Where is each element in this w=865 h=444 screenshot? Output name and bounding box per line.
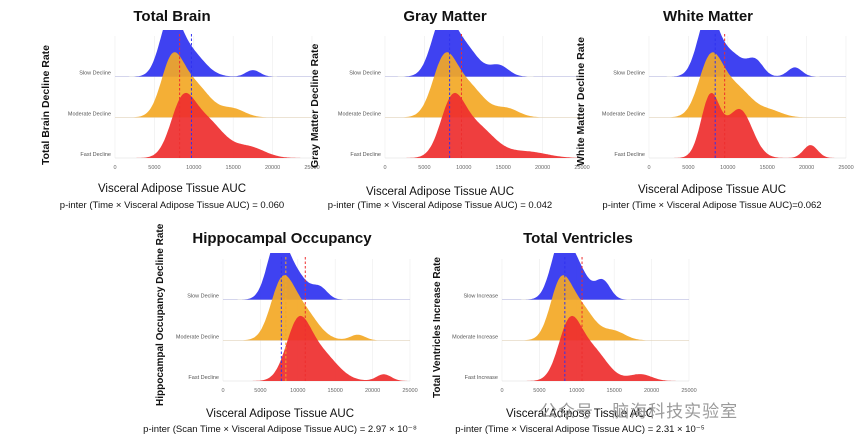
x-tick-label: 0	[500, 388, 503, 394]
density-ridge-2	[502, 275, 689, 341]
watermark: 公众号 · 脑海科技实验室	[540, 402, 739, 421]
y-axis-label: Hippocampal Occupancy Decline Rate	[155, 223, 166, 406]
density-ridge-1	[649, 30, 846, 77]
density-ridge-3	[502, 315, 689, 381]
p-interaction-text: p-inter (Time × Visceral Adipose Tissue …	[59, 200, 285, 211]
y-axis-label: Total Brain Decline Rate	[40, 44, 52, 165]
category-label: Moderate Decline	[176, 334, 219, 340]
chart-title: Total Ventricles	[523, 230, 633, 247]
x-axis-label: Visceral Adipose Tissue AUC	[365, 186, 515, 198]
x-tick-label: 20000	[799, 165, 814, 171]
density-ridge-2	[385, 52, 582, 118]
density-ridge-1	[385, 30, 582, 77]
x-tick-label: 25000	[681, 388, 696, 394]
x-tick-label: 15000	[496, 165, 511, 171]
category-label: Fast Increase	[465, 375, 498, 381]
category-label: Slow Decline	[349, 71, 381, 77]
category-label: Slow Decline	[613, 71, 645, 77]
y-axis-label: Total Ventricles Increase Rate	[432, 257, 443, 398]
category-label: Fast Decline	[350, 152, 381, 158]
density-ridge-3	[115, 92, 312, 158]
ridgeline-plot: 0 5000 10000 15000 20000 25000 Slow Decline Mod…	[68, 30, 320, 171]
x-tick-label: 25000	[402, 388, 417, 394]
p-interaction-text: p-inter (Time × Visceral Adipose Tissue …	[327, 200, 553, 211]
x-tick-label: 10000	[456, 165, 471, 171]
category-label: Slow Decline	[79, 71, 111, 77]
chart-title: Gray Matter	[403, 8, 487, 25]
x-tick-label: 20000	[644, 388, 659, 394]
x-tick-label: 10000	[569, 388, 584, 394]
ridgeline-plot: 0 5000 10000 15000 20000 25000 Slow Decline Mod…	[176, 253, 418, 394]
x-tick-label: 0	[113, 165, 116, 171]
y-axis-label: Gray Matter Decline Rate	[309, 43, 321, 168]
x-tick-label: 5000	[682, 165, 694, 171]
x-tick-label: 10000	[290, 388, 305, 394]
x-axis-label: Visceral Adipose Tissue AUC	[637, 184, 787, 196]
density-ridge-2	[649, 52, 846, 118]
x-tick-label: 20000	[365, 388, 380, 394]
category-label: Slow Increase	[463, 294, 498, 300]
x-tick-label: 15000	[328, 388, 343, 394]
x-tick-label: 10000	[720, 165, 735, 171]
density-ridge-1	[115, 30, 312, 77]
ridgeline-plot: 0 5000 10000 15000 20000 25000 Slow Decline Mod…	[338, 30, 590, 171]
density-ridge-3	[649, 92, 846, 158]
chart-title: Hippocampal Occupancy	[192, 230, 372, 247]
ridgeline-plot: 0 5000 10000 15000 20000 25000 Slow Increase Mo…	[452, 253, 697, 394]
x-tick-label: 0	[647, 165, 650, 171]
p-interaction-text: p-inter (Scan Time × Visceral Adipose Ti…	[143, 424, 417, 435]
x-tick-label: 15000	[226, 165, 241, 171]
category-label: Fast Decline	[614, 152, 645, 158]
category-label: Slow Decline	[187, 294, 219, 300]
p-interaction-text: p-inter (Time × Visceral Adipose Tissue …	[455, 424, 705, 435]
p-interaction-text: p-inter (Time × Visceral Adipose Tissue …	[602, 200, 822, 211]
x-tick-label: 5000	[148, 165, 160, 171]
x-tick-label: 20000	[265, 165, 280, 171]
x-tick-label: 25000	[304, 165, 319, 171]
density-ridge-2	[115, 52, 312, 118]
category-label: Fast Decline	[80, 152, 111, 158]
x-tick-label: 0	[383, 165, 386, 171]
density-ridge-1	[502, 253, 689, 300]
category-label: Fast Decline	[188, 375, 219, 381]
category-label: Moderate Decline	[338, 111, 381, 117]
x-tick-label: 0	[221, 388, 224, 394]
density-ridge-1	[223, 253, 410, 300]
x-tick-label: 25000	[838, 165, 853, 171]
x-tick-label: 5000	[418, 165, 430, 171]
density-ridge-3	[385, 92, 582, 158]
x-axis-label: Visceral Adipose Tissue AUC	[205, 408, 355, 420]
x-tick-label: 15000	[760, 165, 775, 171]
category-label: Moderate Decline	[68, 111, 111, 117]
category-label: Moderate Increase	[452, 334, 498, 340]
x-tick-label: 5000	[254, 388, 266, 394]
x-tick-label: 10000	[186, 165, 201, 171]
ridgeline-plot: 0 5000 10000 15000 20000 25000 Slow Decline Mod…	[602, 30, 854, 171]
category-label: Moderate Decline	[602, 111, 645, 117]
x-tick-label: 15000	[607, 388, 622, 394]
x-tick-label: 25000	[574, 165, 589, 171]
y-axis-label: White Matter Decline Rate	[575, 37, 587, 166]
chart-title: White Matter	[663, 8, 753, 25]
chart-title: Total Brain	[133, 8, 211, 25]
x-axis-label: Visceral Adipose Tissue AUC	[97, 183, 247, 195]
density-ridge-3	[223, 315, 410, 381]
density-ridge-2	[223, 275, 410, 341]
x-axis-label: Visceral Adipose Tissue AUC	[505, 408, 655, 420]
x-tick-label: 5000	[533, 388, 545, 394]
x-tick-label: 20000	[535, 165, 550, 171]
